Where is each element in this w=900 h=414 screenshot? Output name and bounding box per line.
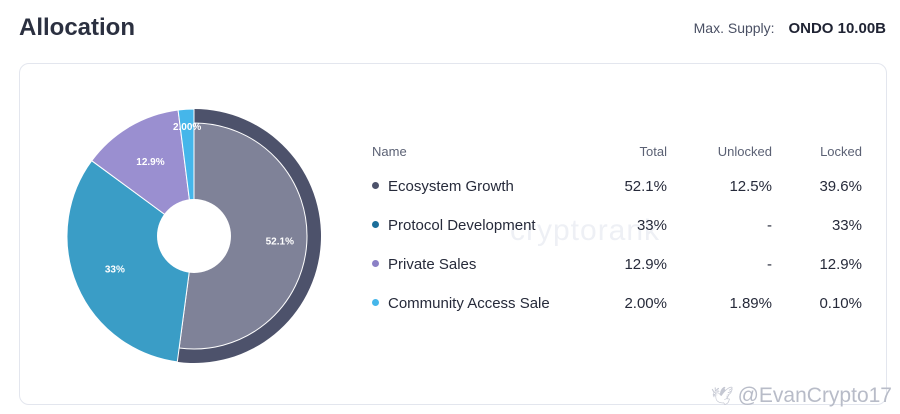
header: Allocation Max. Supply: ONDO 10.00B <box>0 0 900 60</box>
pie-slice[interactable] <box>66 160 195 363</box>
table-row: Protocol Development 33% - 33% <box>372 213 862 252</box>
page-title: Allocation <box>19 14 136 41</box>
pie-slice-label: 52.1% <box>266 237 294 248</box>
footer-handle: @EvanCrypto17 <box>737 384 892 407</box>
row-locked: 33% <box>831 217 862 234</box>
col-locked: Locked <box>820 144 862 159</box>
max-supply-value: ONDO 10.00B <box>788 20 886 37</box>
col-unlocked: Unlocked <box>717 144 772 159</box>
row-name-text: Private Sales <box>388 256 477 273</box>
col-total: Total <box>639 144 667 159</box>
legend-dot-icon <box>372 181 379 189</box>
pie-slice[interactable] <box>178 122 308 350</box>
watermark: cryptorank <box>510 214 661 247</box>
pie-slice-label: 12.9% <box>136 157 164 168</box>
table-row: Private Sales 12.9% - 12.9% <box>372 252 862 291</box>
table-row: Community Access Sale 2.00% 1.89% 0.10% <box>372 291 862 330</box>
row-name: Ecosystem Growth <box>372 178 514 195</box>
max-supply-label: Max. Supply: <box>693 20 775 36</box>
legend-dot-icon <box>372 298 379 306</box>
row-total: 2.00% <box>624 295 667 312</box>
pie-svg: 52.1% 33% 12.9% 2.00% <box>66 108 321 363</box>
row-name: Private Sales <box>372 256 476 273</box>
max-supply: Max. Supply: ONDO 10.00B <box>694 20 886 37</box>
row-name-text: Ecosystem Growth <box>388 178 514 195</box>
row-locked: 0.10% <box>819 295 862 312</box>
row-unlocked: 12.5% <box>729 178 772 195</box>
row-total: 33% <box>636 217 667 234</box>
row-total: 52.1% <box>624 178 667 195</box>
pie-slice-label: 33% <box>105 265 125 276</box>
pie-center-hole <box>157 199 231 273</box>
allocation-table: Name Total Unlocked Locked Ecosystem Gro… <box>372 142 862 330</box>
allocation-card: cryptorank 52.1% 33% 12.9% 2.00% Name Total… <box>19 63 887 405</box>
row-locked: 12.9% <box>819 256 862 273</box>
footer-watermark: 🕊 @EvanCrypto17 <box>711 384 892 408</box>
table-header: Name Total Unlocked Locked <box>372 142 862 174</box>
table-row: Ecosystem Growth 52.1% 12.5% 39.6% <box>372 174 862 213</box>
row-unlocked: - <box>767 256 772 273</box>
row-name-text: Community Access Sale <box>388 295 550 312</box>
legend-dot-icon <box>372 220 379 228</box>
bird-icon: 🕊 <box>710 386 734 406</box>
col-name: Name <box>372 144 407 159</box>
pie-slice-label: 2.00% <box>173 122 201 133</box>
row-unlocked: 1.89% <box>729 295 772 312</box>
allocation-pie-chart: 52.1% 33% 12.9% 2.00% <box>64 106 324 366</box>
row-name-text: Protocol Development <box>388 217 536 234</box>
legend-dot-icon <box>372 259 379 267</box>
row-total: 12.9% <box>624 256 667 273</box>
row-name: Protocol Development <box>372 217 536 234</box>
row-unlocked: - <box>767 217 772 234</box>
pie-slice[interactable] <box>91 109 195 238</box>
row-locked: 39.6% <box>819 178 862 195</box>
row-name: Community Access Sale <box>372 295 550 312</box>
table-body: Ecosystem Growth 52.1% 12.5% 39.6% Protocol … <box>372 174 862 330</box>
